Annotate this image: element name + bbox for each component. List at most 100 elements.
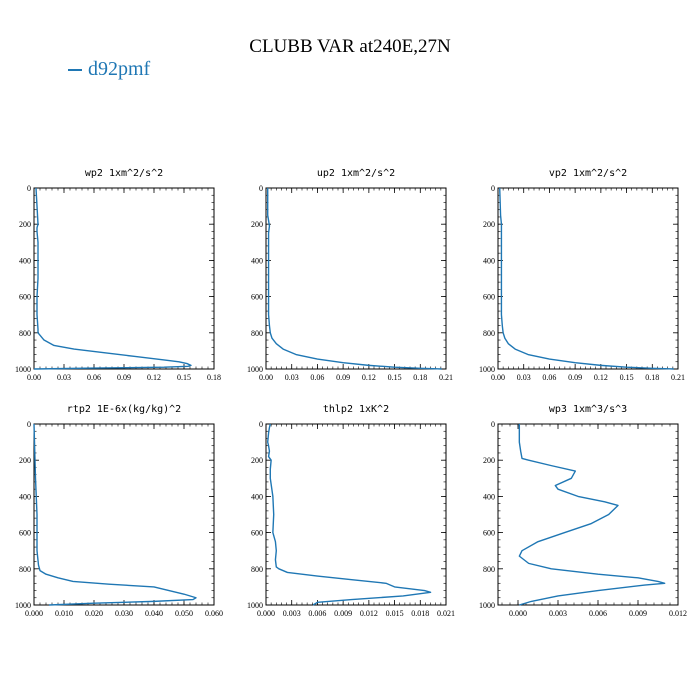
plot-frame	[33, 423, 215, 606]
subplot-title: up2 1xm^2/s^2	[317, 168, 395, 179]
y-tick-label: 400	[251, 492, 263, 501]
x-tick-label: 0.010	[55, 609, 73, 618]
x-tick-label: 0.12	[594, 373, 608, 382]
series-line-1	[499, 187, 674, 370]
x-tick-label: 0.00	[259, 373, 273, 382]
x-tick-label: 0.060	[205, 609, 223, 618]
x-tick-label: 0.03	[57, 373, 71, 382]
x-tick-label: 0.012	[669, 609, 687, 618]
x-tick-label: 0.021	[437, 609, 455, 618]
x-tick-label: 0.015	[386, 609, 404, 618]
y-tick-label: 600	[251, 529, 263, 538]
x-tick-label: 0.000	[25, 609, 43, 618]
y-tick-label: 600	[19, 529, 31, 538]
subplot-title: thlp2 1xK^2	[323, 404, 389, 415]
x-tick-label: 0.21	[439, 373, 453, 382]
y-tick-label: 200	[19, 220, 31, 229]
subplot-title: vp2 1xm^2/s^2	[549, 168, 627, 179]
y-tick-label: 200	[251, 456, 263, 465]
x-tick-label: 0.009	[334, 609, 352, 618]
series-line-1	[518, 424, 666, 606]
x-tick-label: 0.03	[285, 373, 299, 382]
x-tick-label: 0.12	[147, 373, 161, 382]
subplot-4: rtp2 1E-6x(kg/kg)^2 0.000 0.010 0.020 0.030 0…	[15, 404, 223, 618]
x-tick-label: 0.09	[568, 373, 582, 382]
x-tick-label: 0.15	[177, 373, 191, 382]
y-tick-label: 600	[483, 529, 495, 538]
y-tick-label: 0	[259, 184, 263, 193]
y-tick-label: 800	[19, 329, 31, 338]
x-tick-label: 0.18	[413, 373, 427, 382]
y-tick-label: 400	[483, 492, 495, 501]
y-tick-label: 1000	[479, 601, 495, 610]
series-line-1	[33, 423, 197, 606]
y-tick-label: 1000	[479, 365, 495, 374]
series-line-1	[267, 423, 432, 606]
subplot-1: wp2 1xm^2/s^2 0.00 0.03 0.06 0.09 0.12 0.15 0.1…	[15, 168, 221, 382]
x-tick-label: 0.000	[509, 609, 527, 618]
y-tick-label: 400	[251, 256, 263, 265]
x-tick-label: 0.000	[257, 609, 275, 618]
figure-title: CLUBB VAR at240E,27N	[249, 36, 451, 57]
y-tick-label: 800	[483, 565, 495, 574]
subplot-5: thlp2 1xK^2 0.000 0.003 0.006 0.009 0.012 0.01…	[247, 404, 455, 618]
subplot-title: wp3 1xm^3/s^3	[549, 404, 627, 415]
y-tick-label: 0	[259, 420, 263, 429]
x-tick-label: 0.15	[388, 373, 402, 382]
subplot-title: rtp2 1E-6x(kg/kg)^2	[67, 404, 181, 415]
plot-frame	[497, 423, 679, 606]
x-tick-label: 0.020	[85, 609, 103, 618]
y-tick-label: 800	[483, 329, 495, 338]
subplot-2: up2 1xm^2/s^2 0.00 0.03 0.06 0.09 0.12 0.15 0.1…	[247, 168, 453, 382]
subplot-title: wp2 1xm^2/s^2	[85, 168, 163, 179]
legend-label: d92pmf	[88, 58, 151, 80]
y-tick-label: 200	[483, 456, 495, 465]
y-tick-label: 400	[19, 256, 31, 265]
y-tick-label: 1000	[247, 601, 263, 610]
y-tick-label: 0	[27, 420, 31, 429]
x-tick-label: 0.050	[175, 609, 193, 618]
y-tick-label: 800	[251, 329, 263, 338]
y-tick-label: 400	[483, 256, 495, 265]
plot-frame	[33, 187, 215, 370]
y-tick-label: 0	[491, 184, 495, 193]
plot-frame	[265, 423, 447, 606]
x-tick-label: 0.18	[645, 373, 659, 382]
y-tick-label: 600	[19, 293, 31, 302]
x-tick-label: 0.06	[87, 373, 101, 382]
x-tick-label: 0.21	[671, 373, 685, 382]
series-line-1	[33, 187, 192, 370]
y-tick-label: 800	[19, 565, 31, 574]
plot-frame	[265, 187, 447, 370]
x-tick-label: 0.006	[308, 609, 326, 618]
x-tick-label: 0.018	[411, 609, 429, 618]
legend-line-swatch	[68, 69, 82, 72]
x-tick-label: 0.06	[542, 373, 556, 382]
series-line-1	[267, 188, 442, 370]
y-tick-label: 200	[251, 220, 263, 229]
y-tick-label: 1000	[15, 365, 31, 374]
y-tick-label: 600	[251, 293, 263, 302]
x-tick-label: 0.00	[491, 373, 505, 382]
y-tick-label: 200	[19, 456, 31, 465]
x-tick-label: 0.00	[27, 373, 41, 382]
x-tick-label: 0.030	[115, 609, 133, 618]
x-tick-label: 0.03	[517, 373, 531, 382]
subplot-3: vp2 1xm^2/s^2 0.00 0.03 0.06 0.09 0.12 0.15 0.1…	[479, 168, 685, 382]
x-tick-label: 0.003	[283, 609, 301, 618]
y-tick-label: 0	[27, 184, 31, 193]
y-tick-label: 1000	[15, 601, 31, 610]
y-tick-label: 400	[19, 492, 31, 501]
x-tick-label: 0.040	[145, 609, 163, 618]
x-tick-label: 0.09	[336, 373, 350, 382]
x-tick-label: 0.18	[207, 373, 221, 382]
subplot-6: wp3 1xm^3/s^3 0.000 0.003 0.006 0.009 0.012 0 2…	[479, 404, 687, 618]
x-tick-label: 0.003	[549, 609, 567, 618]
y-tick-label: 200	[483, 220, 495, 229]
y-tick-label: 1000	[247, 365, 263, 374]
x-tick-label: 0.15	[620, 373, 634, 382]
legend: d92pmf	[68, 58, 150, 81]
y-tick-label: 600	[483, 293, 495, 302]
y-tick-label: 0	[491, 420, 495, 429]
